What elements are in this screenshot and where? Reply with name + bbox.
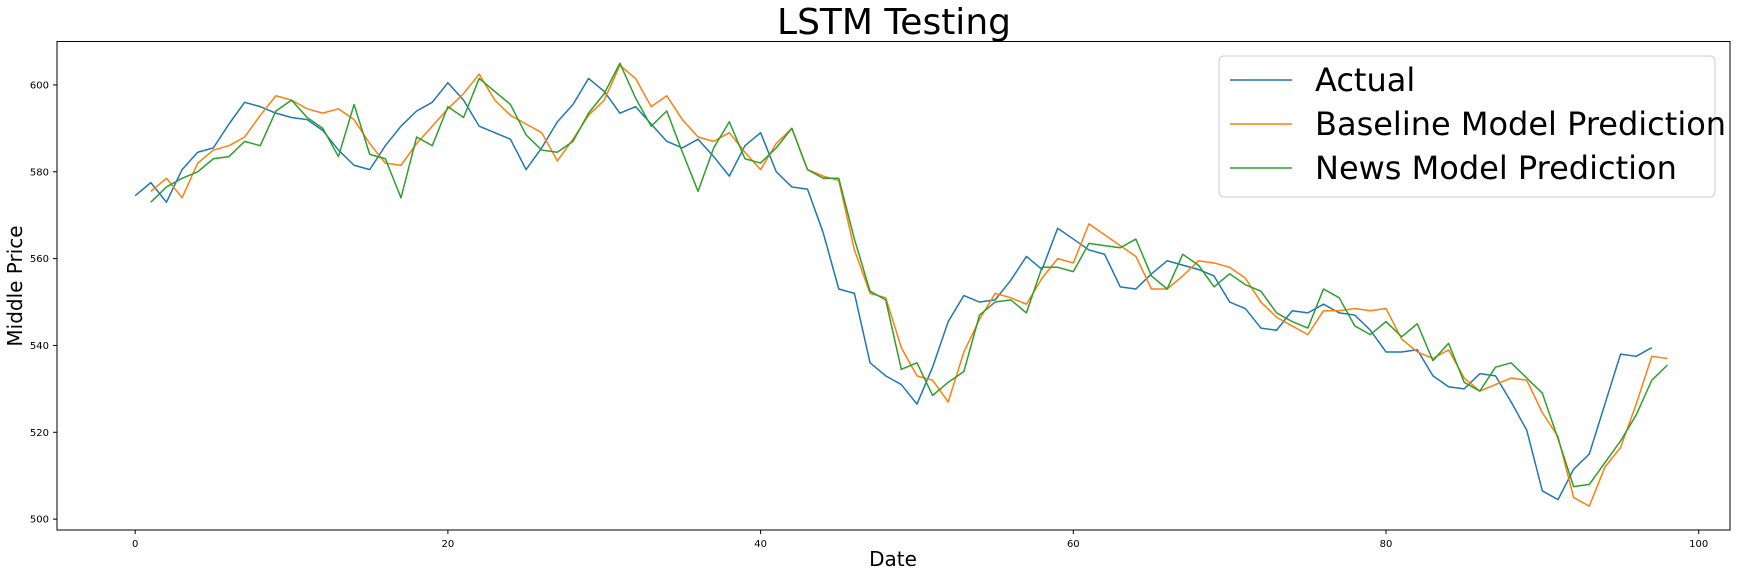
y-tick-label: 500 — [30, 515, 49, 526]
x-tick-label: 40 — [754, 539, 767, 550]
series-line-0 — [134, 77, 1653, 501]
series-layer — [134, 62, 1668, 507]
series-line-2 — [150, 62, 1668, 488]
legend-label-2: News Model Prediction — [1315, 149, 1677, 187]
x-tick-label: 80 — [1380, 539, 1393, 550]
y-tick-label: 600 — [30, 80, 49, 91]
x-tick-label: 20 — [442, 539, 455, 550]
legend-label-0: Actual — [1315, 61, 1415, 99]
y-tick-label: 580 — [30, 167, 49, 178]
x-tick-label: 60 — [1067, 539, 1080, 550]
plot-frame — [56, 41, 1731, 531]
legend-box — [1218, 55, 1716, 198]
legend-label-1: Baseline Model Prediction — [1315, 105, 1726, 143]
y-tick-label: 560 — [30, 254, 49, 265]
legend: Actual Baseline Model Prediction News Mode… — [1218, 55, 1726, 198]
y-axis-ticks: 500 520 540 560 580 600 — [30, 80, 57, 526]
x-tick-label: 0 — [132, 539, 138, 550]
y-tick-label: 520 — [30, 428, 49, 439]
series-line-1 — [150, 64, 1668, 507]
x-axis-ticks: 0 20 40 60 80 100 — [132, 530, 1708, 550]
x-axis-label: Date — [869, 547, 917, 571]
y-tick-label: 540 — [30, 341, 49, 352]
chart-title: LSTM Testing — [777, 2, 1011, 43]
x-tick-label: 100 — [1689, 539, 1708, 550]
y-axis-label: Middle Price — [3, 225, 27, 346]
